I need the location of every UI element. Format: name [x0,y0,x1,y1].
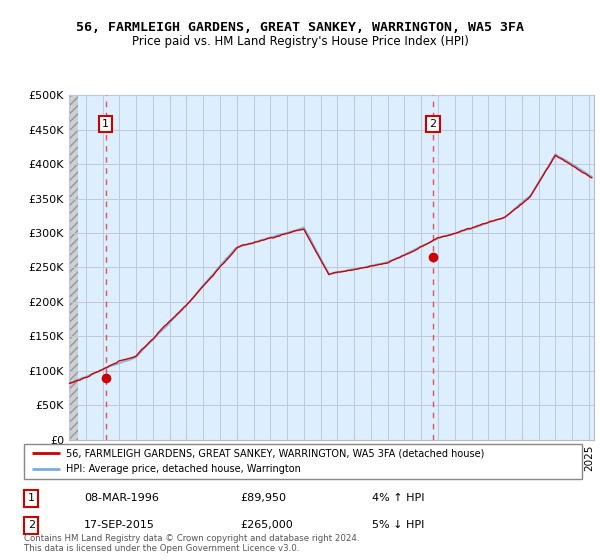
Text: 2: 2 [28,520,35,530]
Text: 17-SEP-2015: 17-SEP-2015 [84,520,155,530]
Text: 5% ↓ HPI: 5% ↓ HPI [372,520,424,530]
Text: £265,000: £265,000 [240,520,293,530]
Text: Price paid vs. HM Land Registry's House Price Index (HPI): Price paid vs. HM Land Registry's House … [131,35,469,48]
Text: £89,950: £89,950 [240,493,286,503]
Text: 2: 2 [430,119,437,129]
Text: Contains HM Land Registry data © Crown copyright and database right 2024.
This d: Contains HM Land Registry data © Crown c… [24,534,359,553]
Text: 1: 1 [28,493,35,503]
Bar [69,95,78,440]
Text: 1: 1 [102,119,109,129]
Text: HPI: Average price, detached house, Warrington: HPI: Average price, detached house, Warr… [66,464,301,474]
Text: 56, FARMLEIGH GARDENS, GREAT SANKEY, WARRINGTON, WA5 3FA (detached house): 56, FARMLEIGH GARDENS, GREAT SANKEY, WAR… [66,449,484,459]
Text: 56, FARMLEIGH GARDENS, GREAT SANKEY, WARRINGTON, WA5 3FA: 56, FARMLEIGH GARDENS, GREAT SANKEY, WAR… [76,21,524,34]
Text: 08-MAR-1996: 08-MAR-1996 [84,493,159,503]
Text: 4% ↑ HPI: 4% ↑ HPI [372,493,425,503]
